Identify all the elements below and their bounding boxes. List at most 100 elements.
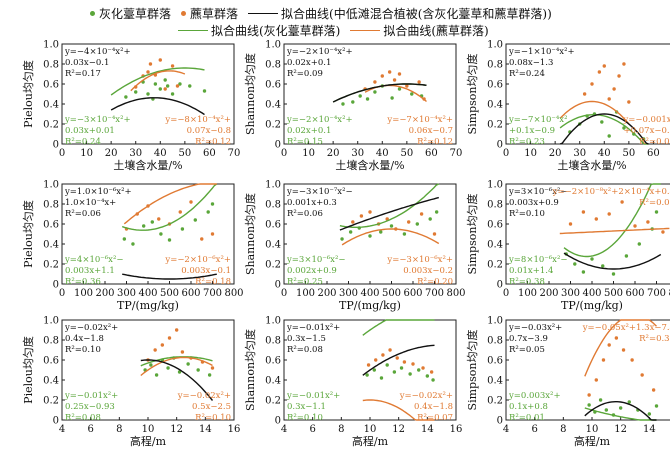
green-point [193, 218, 197, 222]
x-tick-label: 6 [531, 424, 537, 435]
equation-orange: R²=0.12 [417, 137, 453, 147]
equation-black: R²=0.24 [509, 69, 545, 79]
x-tick-label: 14 [199, 424, 212, 435]
equation-black: y=−0.01x²+ [286, 323, 340, 333]
chart-panel-9: 4681012141600.20.40.60.81.0高程/mSimpson均匀… [465, 316, 670, 448]
y-tick-label: 0.2 [487, 396, 503, 407]
orange-point [587, 393, 591, 397]
fit-curve-black [584, 401, 657, 421]
green-point [122, 237, 127, 241]
fit-curve-black [110, 97, 205, 116]
y-tick-label: 0.4 [265, 376, 281, 387]
green-point [180, 227, 185, 231]
equation-green: R²=0.24 [65, 137, 101, 147]
equation-green: 0.3x−1.1 [287, 402, 326, 412]
orange-point [359, 214, 364, 218]
green-point [647, 412, 652, 416]
green-point [573, 262, 577, 266]
green-point [166, 366, 170, 370]
y-tick-label: 0.6 [43, 80, 59, 91]
legend-orange-points-label: 藨草群落 [190, 7, 239, 21]
y-axis-label: Pielou均匀度 [21, 336, 35, 404]
orange-point [387, 70, 392, 74]
fit-curve-orange [130, 70, 186, 92]
x-tick-label: 0 [281, 288, 287, 299]
y-tick-label: 0 [53, 280, 59, 291]
orange-point [633, 224, 637, 228]
x-tick-label: 30 [573, 148, 586, 159]
x-tick-label: 40 [154, 148, 167, 159]
x-tick-label: 16 [450, 424, 463, 435]
green-point [587, 403, 591, 407]
legend-orange-curve: 拟合曲线(藨草群落) [350, 22, 489, 39]
equation-orange: y=−2×10⁻⁸x²+2×10⁻⁴x+0.4 [552, 187, 670, 197]
y-tick-label: 0.4 [265, 100, 281, 111]
orange-point [180, 350, 185, 354]
legend-green-points-label: 灰化薹草群落 [99, 7, 172, 21]
green-point [340, 237, 344, 241]
equation-green: 0.01x+1.4 [509, 266, 553, 276]
green-point [434, 210, 439, 214]
orange-point [612, 87, 616, 91]
equation-orange: R²=0.01 [639, 198, 670, 208]
y-tick-label: 0.4 [43, 100, 59, 111]
equation-green: 0.25x−0.93 [65, 402, 115, 412]
orange-point [581, 210, 586, 214]
green-point [372, 368, 376, 372]
equation-orange: 0.07x−0.8 [187, 126, 231, 136]
green-point [601, 264, 605, 268]
x-tick-label: 0 [59, 148, 65, 159]
green-point [150, 220, 154, 224]
equation-green: y=8×10⁻⁶x²− [508, 255, 568, 265]
x-tick-label: 100 [518, 288, 537, 299]
equation-green: y=−0.01x²+ [286, 391, 340, 401]
y-tick-label: 0.2 [43, 260, 59, 271]
y-tick-label: 0.4 [487, 100, 503, 111]
orange-point [160, 343, 165, 347]
y-tick-label: 1.0 [487, 40, 503, 51]
equation-green: y=−0.01x²+ [64, 391, 118, 401]
green-point [163, 78, 167, 82]
equation-green: 0.002x+0.9 [287, 266, 337, 276]
green-point [637, 242, 641, 246]
x-tick-label: 20 [549, 148, 562, 159]
y-tick-label: 0 [275, 416, 281, 427]
green-point [622, 126, 626, 130]
y-tick-label: 1.0 [265, 180, 281, 191]
fit-curve-green [563, 183, 661, 258]
y-tick-label: 0.6 [43, 220, 59, 231]
legend-green-curve: 拟合曲线(灰化薹草群落) [178, 22, 340, 39]
green-point [207, 373, 212, 377]
green-point [210, 202, 215, 206]
x-tick-label: 16 [228, 424, 241, 435]
legend-green-points: 灰化薹草群落 [90, 5, 171, 22]
x-tick-label: 70 [450, 148, 463, 159]
x-tick-label: 10 [80, 148, 93, 159]
green-point [196, 368, 200, 372]
y-tick-label: 0.8 [43, 200, 59, 211]
green-point [654, 210, 659, 214]
orange-point [602, 64, 606, 68]
green-point [142, 224, 146, 228]
equation-black: 1.0×10⁻⁴x+ [65, 198, 116, 208]
green-point [365, 97, 370, 101]
y-tick-label: 0.8 [265, 336, 281, 347]
equation-black: 0.4x−1.8 [65, 334, 104, 344]
x-tick-label: 70 [228, 148, 241, 159]
equation-orange: 0.06x−0.7 [409, 126, 453, 136]
equation-orange: 0.003x−0.1 [181, 266, 231, 276]
y-tick-label: 0.8 [487, 336, 503, 347]
x-tick-label: 400 [582, 288, 601, 299]
equation-black: 0.3x−1.5 [287, 334, 326, 344]
green-point [397, 87, 402, 91]
equation-black: y=3×10⁻⁶x²− [508, 187, 568, 197]
y-tick-label: 0.8 [43, 60, 59, 71]
equation-black: R²=0.05 [509, 345, 545, 355]
green-point [425, 374, 430, 378]
green-point [392, 370, 397, 374]
green-point [202, 89, 207, 93]
x-axis-label: TP/(mg/kg) [561, 299, 623, 312]
green-point [373, 90, 377, 94]
orange-point [582, 92, 587, 96]
